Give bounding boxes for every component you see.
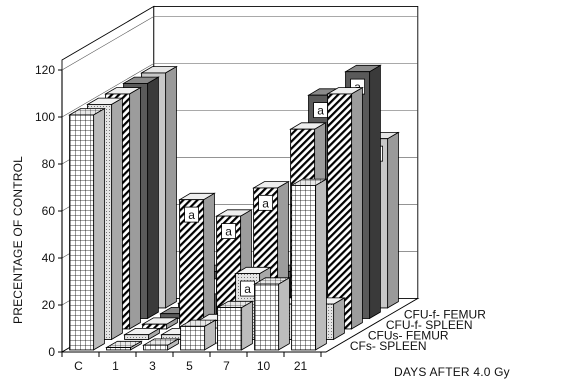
y-tick-label: 0	[48, 345, 55, 359]
bar-front	[217, 307, 243, 351]
significance-label: a	[262, 196, 269, 210]
y-axis-label: PRECENTAGE OF CONTROL	[11, 156, 25, 324]
x-axis-ticks: C 1 3 5 7 10 21	[61, 351, 326, 373]
bar	[253, 277, 291, 351]
bar-side	[315, 178, 327, 351]
bar-side	[241, 300, 253, 351]
bar-side	[93, 107, 105, 351]
bar-side	[278, 277, 290, 351]
y-tick-label: 20	[42, 298, 56, 312]
bar	[141, 317, 179, 330]
significance-box	[221, 223, 237, 239]
x-tick-label: 10	[257, 359, 271, 373]
legend-item: CFU-f- FEMUR	[404, 308, 486, 322]
bars: aaaaaaaba	[68, 64, 400, 351]
y-tick-label: 60	[42, 204, 56, 218]
x-tick-label: C	[74, 359, 83, 373]
bar-front	[124, 334, 150, 340]
bar-front	[291, 184, 317, 351]
bar-side	[351, 86, 363, 330]
bar-front	[106, 347, 132, 351]
y-tick-label: 100	[35, 110, 55, 124]
legend-item: CFU-f- SPLEEN	[386, 318, 473, 332]
significance-label: a	[225, 225, 232, 239]
bar-front	[327, 93, 353, 330]
y-tick-label: 40	[42, 251, 56, 265]
bar-front	[143, 344, 169, 351]
bar	[326, 86, 364, 330]
gridline	[61, 16, 418, 71]
significance-box	[184, 206, 200, 223]
significance-label: a	[354, 80, 361, 94]
x-tick-label: 3	[149, 359, 156, 373]
y-axis-ticks: 0 20 40 60 80 100 120	[35, 63, 63, 359]
bar	[290, 178, 328, 351]
legend-item: CFUs- FEMUR	[368, 329, 449, 343]
bar-front	[254, 283, 280, 351]
bar	[142, 338, 180, 351]
bar-side	[147, 76, 159, 320]
bar-side	[165, 65, 177, 309]
y-tick-label: 120	[35, 63, 55, 77]
significance-label: a	[244, 282, 251, 296]
gridline	[61, 63, 418, 118]
bar-side	[369, 64, 381, 320]
bar-side	[129, 86, 141, 330]
x-tick-label: 5	[186, 359, 193, 373]
bar-front	[180, 325, 206, 351]
bar: a	[178, 192, 216, 330]
y-tick-label: 80	[42, 157, 56, 171]
bar-front	[69, 114, 95, 351]
bar-side	[203, 192, 215, 330]
bar	[68, 107, 106, 351]
significance-label: a	[317, 104, 324, 118]
x-tick-label: 1	[112, 359, 119, 373]
x-axis-label: DAYS AFTER 4.0 Gy	[394, 365, 510, 379]
x-tick-label: 7	[223, 359, 230, 373]
x-tick-label: 21	[294, 359, 308, 373]
bar	[123, 327, 161, 341]
significance-label: a	[188, 208, 195, 222]
bar	[105, 340, 143, 351]
series-row-0	[68, 107, 328, 351]
legend-item: CFs- SPLEEN	[350, 339, 427, 353]
bar-side	[387, 131, 399, 309]
bar	[216, 300, 254, 351]
bar-side	[333, 297, 345, 341]
bar	[179, 319, 217, 351]
bar-side	[111, 97, 123, 341]
significance-box	[258, 194, 274, 211]
